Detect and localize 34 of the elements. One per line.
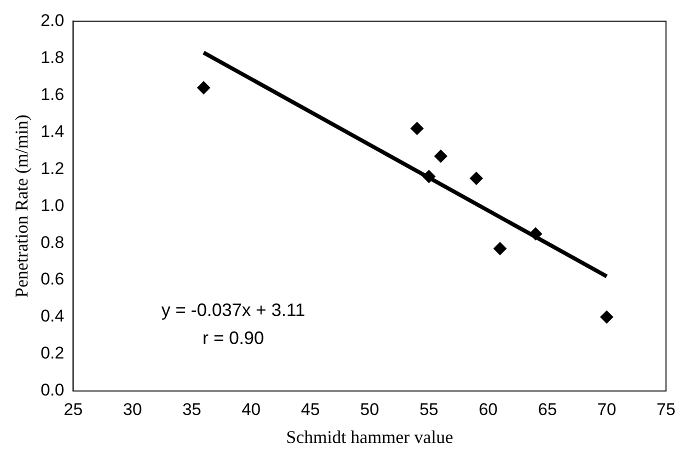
point [494,242,507,256]
point [197,81,210,94]
x-tick-label: 55 [419,400,438,419]
point [470,172,483,185]
y-tick-label: 1.0 [40,196,64,215]
point [434,150,448,163]
x-axis-title: Schmidt hammer value [286,426,454,447]
x-tick-label: 30 [123,400,142,419]
x-tick-label: 75 [656,400,676,419]
y-tick-label: 2.0 [40,10,64,30]
y-tick-label: 1.4 [40,122,64,141]
x-tick-label: 35 [182,400,202,419]
y-tick-label: 0.6 [40,270,64,289]
x-tick-label: 25 [64,400,83,419]
y-tick-label: 0.8 [40,232,64,252]
y-tick-label: 0.2 [40,344,64,363]
y-tick-label: 1.2 [40,158,64,178]
x-tick-label: 40 [242,400,261,419]
x-tick-label: 45 [300,400,320,419]
y-tick-label: 1.6 [40,84,64,104]
x-tick-label: 70 [597,400,616,419]
y-tick-label: 0.4 [40,306,64,326]
annotation: r = 0.90 [202,328,264,348]
point [410,122,424,135]
annotation: y = -0.037x + 3.11 [161,300,306,320]
x-tick-label: 50 [360,400,380,419]
y-tick-label: 1.8 [40,48,64,67]
point [600,310,614,324]
y-axis-title: Penetration Rate (m/min) [12,114,32,298]
x-tick-label: 65 [538,400,557,419]
x-tick-label: 60 [478,400,498,419]
y-tick-label: 0.0 [40,380,64,400]
point [422,170,436,184]
point [529,227,542,240]
